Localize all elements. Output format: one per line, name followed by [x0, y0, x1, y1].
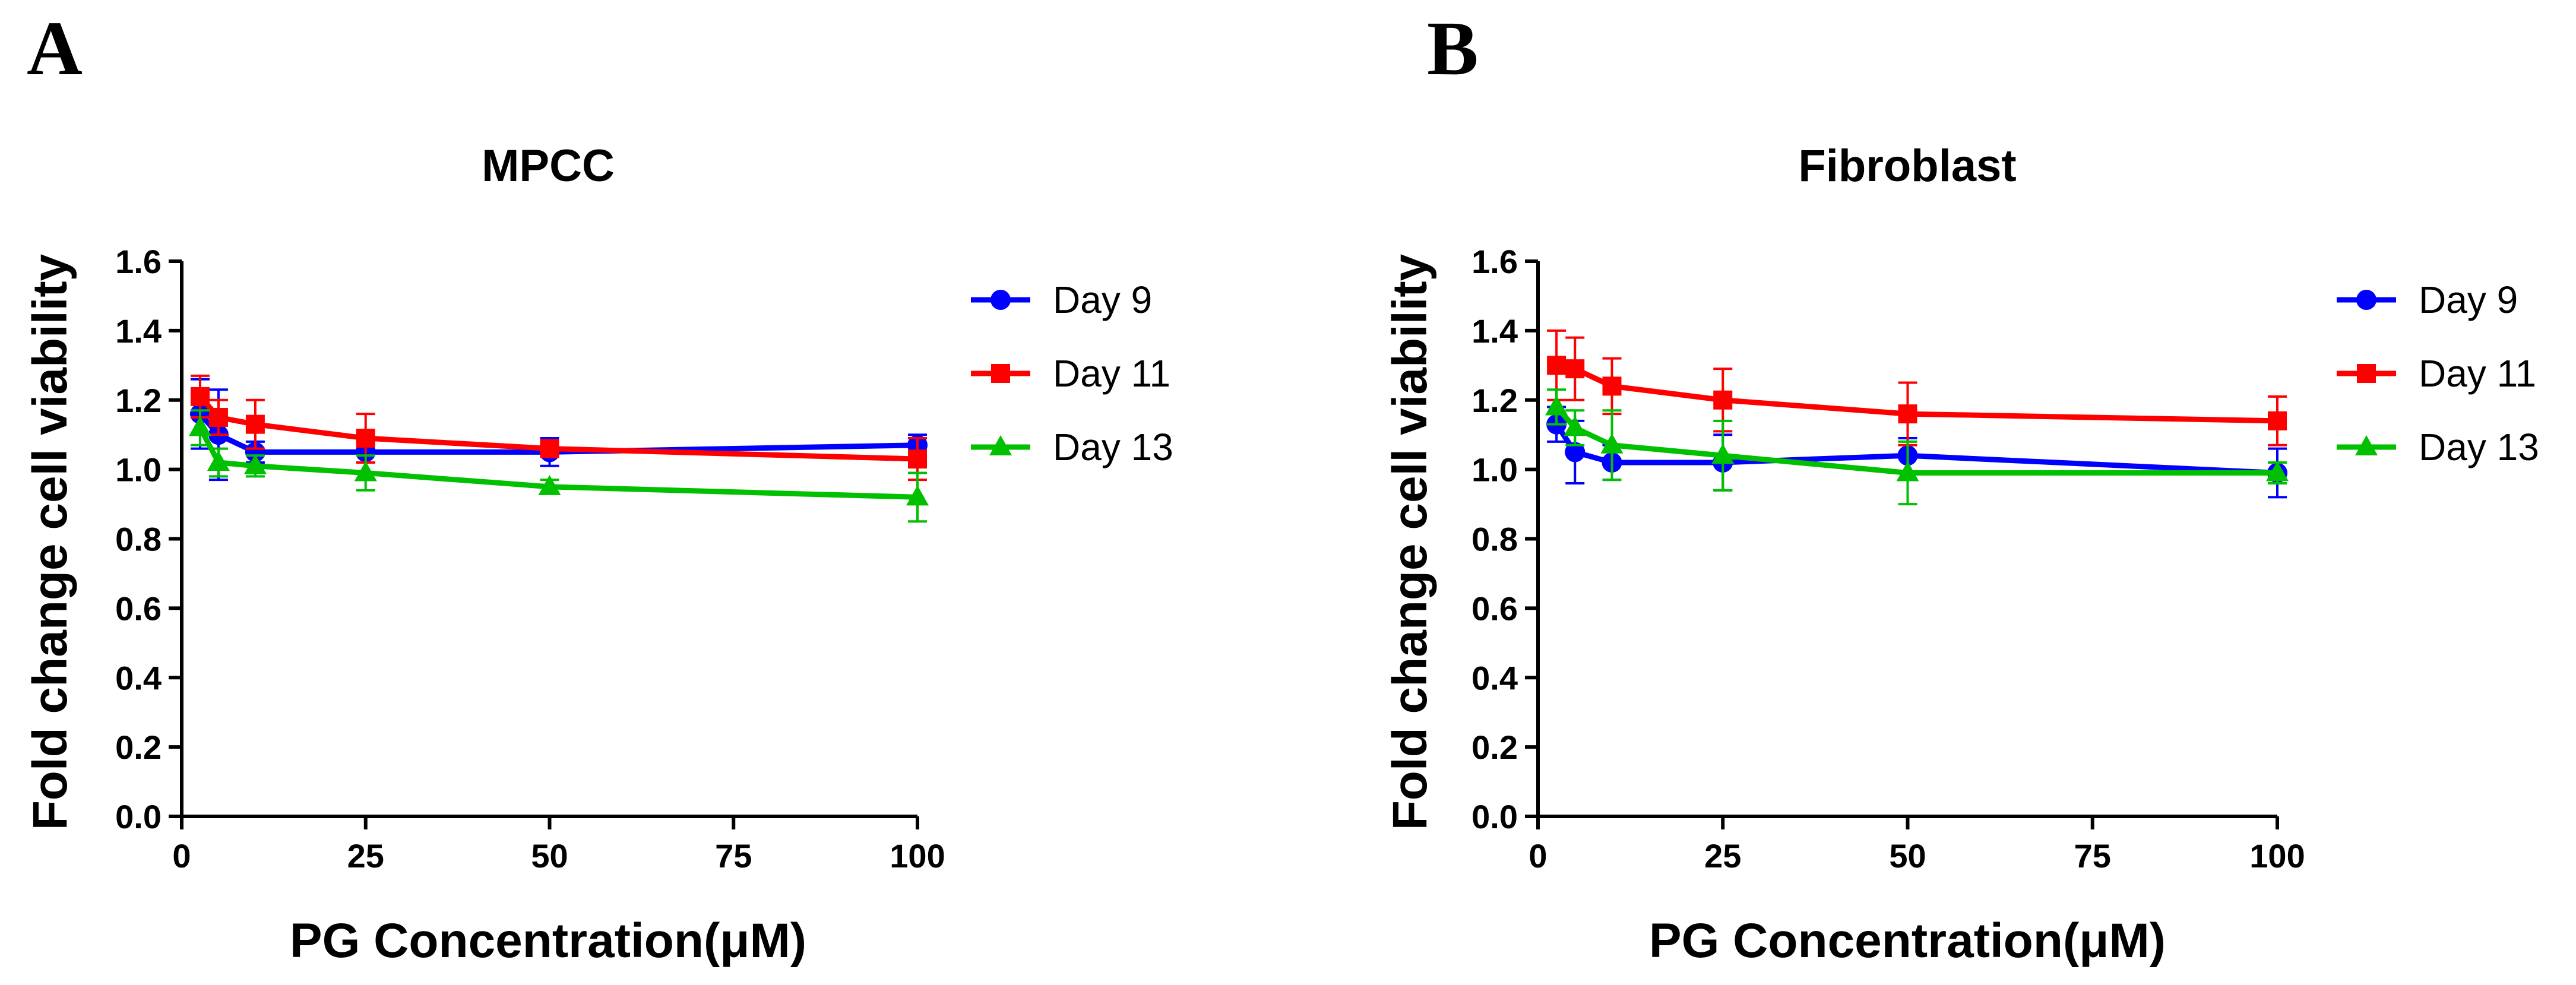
legend-label: Day 11 — [2419, 352, 2536, 395]
y-tick-label: 1.0 — [1471, 451, 1518, 489]
data-point — [356, 429, 375, 448]
x-tick-label: 50 — [531, 837, 568, 875]
y-tick-label: 0.8 — [115, 521, 162, 558]
data-point — [354, 461, 377, 482]
legend: Day 9 Day 11 Day 13 — [2337, 278, 2539, 468]
plot-area: 0.0 0.2 0.4 0.6 0.8 1.0 1.2 1.4 1.6 0 25 50 75 100 — [1471, 243, 2305, 875]
panel-fibroblast: B Fibroblast Fold change cell viability … — [1383, 6, 2539, 968]
y-axis-label: Fold change cell viability — [23, 254, 77, 830]
legend-label: Day 13 — [2419, 426, 2539, 468]
legend-item: Day 11 — [2337, 352, 2536, 395]
data-point — [1565, 359, 1585, 379]
y-tick-label: 1.0 — [115, 451, 162, 489]
y-tick-label: 1.2 — [115, 382, 162, 419]
plot-area: 0.0 0.2 0.4 0.6 0.8 1.0 1.2 1.4 1.6 0 25 50 75 100 — [115, 243, 945, 875]
data-point — [540, 439, 559, 458]
legend-marker — [990, 290, 1011, 310]
data-point — [207, 450, 230, 471]
data-point — [1602, 376, 1622, 396]
y-tick-label: 0.4 — [115, 659, 162, 696]
panel-mpcc: A MPCC Fold change cell viability PG Con… — [23, 6, 1173, 968]
series-day-13 — [188, 409, 929, 523]
x-tick-label: 75 — [715, 837, 752, 875]
data-point — [188, 416, 211, 436]
y-axis-label: Fold change cell viability — [1383, 254, 1437, 830]
chart-title: MPCC — [482, 141, 615, 191]
series-day-13 — [1545, 388, 2289, 506]
series-day-11 — [1547, 329, 2287, 446]
x-tick-label: 25 — [1704, 837, 1741, 875]
y-tick-label: 0.4 — [1471, 659, 1518, 696]
legend-label: Day 9 — [1053, 278, 1152, 321]
x-tick-label: 25 — [347, 837, 384, 875]
data-point — [1564, 416, 1587, 436]
panel-label: A — [27, 6, 83, 91]
x-tick-label: 100 — [2249, 837, 2305, 875]
data-point — [1896, 461, 1919, 482]
data-point — [906, 485, 929, 506]
x-tick-label: 0 — [172, 837, 191, 875]
x-tick-label: 75 — [2074, 837, 2111, 875]
x-tick-label: 50 — [1889, 837, 1926, 875]
legend-marker — [991, 364, 1010, 383]
data-point — [2266, 461, 2289, 482]
series-day-11 — [190, 374, 927, 482]
legend-marker — [2356, 290, 2376, 310]
data-point — [1545, 395, 1568, 416]
legend-label: Day 11 — [1053, 352, 1170, 395]
legend-marker — [2355, 435, 2378, 455]
y-tick-label: 1.4 — [115, 312, 162, 350]
x-axis-label: PG Concentration(μM) — [1649, 914, 2166, 968]
y-tick-label: 0.8 — [1471, 521, 1518, 558]
data-point — [908, 449, 927, 469]
data-point — [245, 442, 265, 463]
y-tick-label: 1.6 — [1471, 243, 1518, 280]
data-point — [1713, 390, 1733, 410]
y-tick-label: 1.6 — [115, 243, 162, 280]
y-tick-label: 0.6 — [1471, 590, 1518, 627]
x-tick-label: 100 — [890, 837, 945, 875]
panel-label: B — [1427, 6, 1479, 91]
legend: Day 9 Day 11 Day 13 — [971, 278, 1173, 468]
y-tick-label: 1.4 — [1471, 312, 1518, 350]
legend-item: Day 9 — [971, 278, 1152, 321]
data-point — [243, 454, 267, 474]
data-point — [538, 474, 561, 495]
legend-item: Day 11 — [971, 352, 1170, 395]
x-tick-label: 0 — [1528, 837, 1547, 875]
legend-item: Day 9 — [2337, 278, 2518, 321]
data-point — [1547, 356, 1567, 375]
legend-label: Day 13 — [1053, 426, 1173, 468]
legend-marker — [989, 435, 1012, 455]
legend-item: Day 13 — [2337, 426, 2539, 468]
data-point — [1711, 444, 1735, 464]
data-point — [1898, 404, 1917, 424]
data-point — [208, 407, 228, 427]
data-point — [2268, 411, 2287, 430]
data-point — [245, 414, 265, 434]
legend-marker — [2357, 364, 2376, 383]
y-tick-label: 0.6 — [115, 590, 162, 627]
legend-label: Day 9 — [2419, 278, 2518, 321]
y-tick-label: 0.0 — [1471, 798, 1518, 835]
y-tick-label: 1.2 — [1471, 382, 1518, 419]
legend-item: Day 13 — [971, 426, 1173, 468]
y-tick-label: 0.0 — [115, 798, 162, 835]
y-tick-label: 0.2 — [1471, 729, 1518, 766]
chart-title: Fibroblast — [1798, 141, 2016, 191]
data-point — [1565, 442, 1586, 463]
data-point — [1600, 433, 1624, 454]
x-axis-label: PG Concentration(μM) — [290, 914, 806, 968]
data-point — [190, 387, 210, 406]
y-tick-label: 0.2 — [115, 729, 162, 766]
